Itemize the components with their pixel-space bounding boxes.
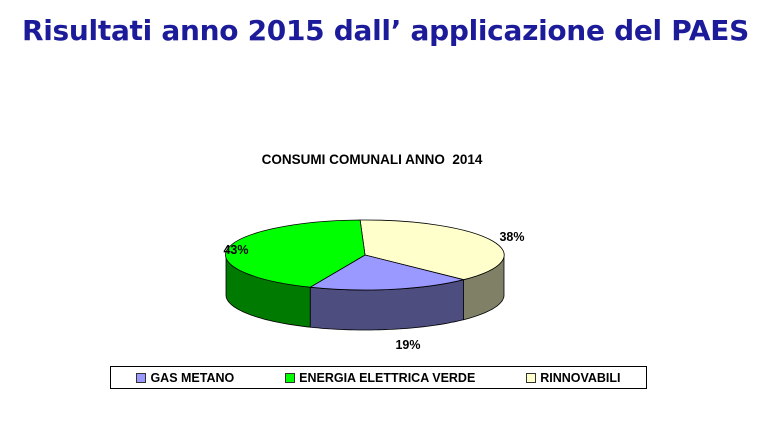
legend-swatch: [285, 372, 296, 383]
chart-title: CONSUMI COMUNALI ANNO 2014: [261, 152, 483, 167]
legend-swatch: [526, 372, 537, 383]
legend: GAS METANO ENERGIA ELETTRICA VERDE RINNO…: [110, 366, 647, 389]
legend-swatch: [136, 372, 147, 383]
data-label: 43%: [223, 243, 248, 257]
legend-label: GAS METANO: [150, 370, 235, 385]
pie-slice-gas-metano: [308, 254, 464, 291]
legend-item-rinnovabili: RINNOVABILI: [526, 370, 621, 385]
slide-title: Risultati anno 2015 dall’ applicazione d…: [22, 14, 749, 47]
legend-label: ENERGIA ELETTRICA VERDE: [299, 370, 476, 385]
pie-slice-rinnovabili: [359, 219, 505, 281]
legend-item-gas-metano: GAS METANO: [136, 371, 234, 385]
data-label: 19%: [395, 338, 420, 352]
data-label: 38%: [499, 230, 524, 244]
legend-label: RINNOVABILI: [540, 370, 621, 385]
legend-item-energia-elettrica-verde: ENERGIA ELETTRICA VERDE: [285, 371, 475, 385]
pie-slice-energia-elettrica-verde: [225, 219, 366, 288]
